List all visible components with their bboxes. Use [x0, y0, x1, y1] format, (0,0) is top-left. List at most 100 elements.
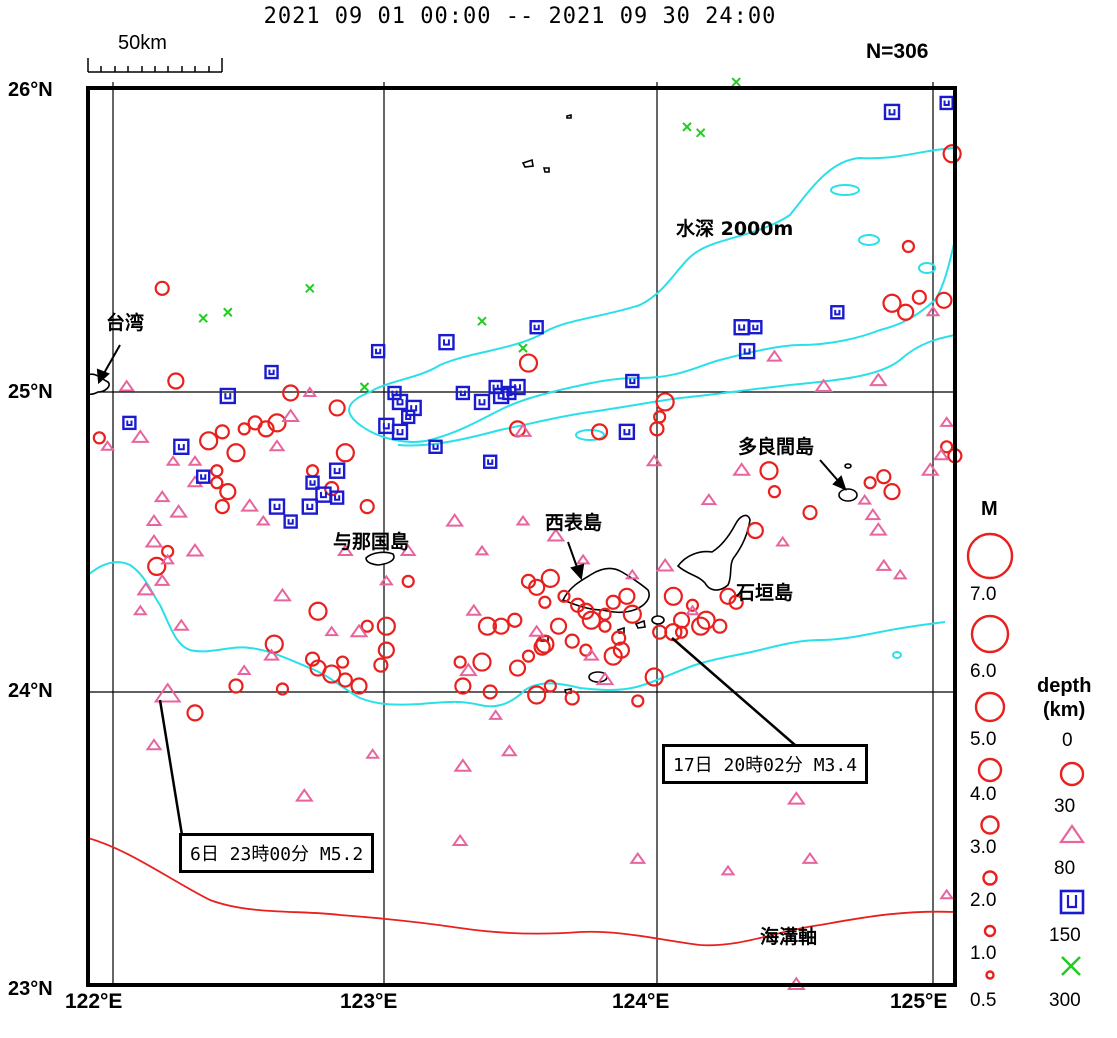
highlighted-event-6: [153, 682, 182, 703]
event-shallow: [226, 443, 246, 463]
lat-label-25: 25°N: [8, 381, 53, 403]
event-shallow: [672, 611, 691, 629]
event-mid: [273, 587, 292, 602]
event-shallow: [472, 652, 492, 672]
event-shallow: [228, 678, 244, 694]
event-deepest: [359, 382, 370, 392]
event-shallow: [618, 587, 636, 605]
event-shallow: [549, 617, 568, 635]
event-shallow: [897, 303, 915, 321]
event-deepest: [695, 128, 706, 138]
event-mid: [786, 791, 806, 805]
event-mid: [268, 439, 286, 452]
yonaguni-island: [365, 551, 395, 566]
legend-mag-symbol: [977, 757, 1003, 783]
lon-label-125: 125°E: [890, 990, 948, 1013]
event-mid: [336, 543, 354, 556]
event-shallow: [691, 616, 711, 636]
event-shallow: [759, 461, 779, 481]
event-mid: [294, 788, 314, 802]
legend-mag-6: 6.0: [970, 661, 997, 682]
legend-depth-symbol-deep: [1059, 889, 1085, 915]
event-deep: [387, 385, 402, 401]
event-shallow: [564, 690, 580, 706]
event-shallow: [482, 684, 498, 700]
event-mid: [595, 671, 615, 686]
event-deep: [438, 333, 455, 351]
event-shallow: [533, 638, 551, 656]
event-shallow: [590, 423, 609, 441]
event-shallow: [942, 144, 962, 164]
bathymetry-2000m-contour: [87, 147, 956, 708]
event-shallow: [521, 649, 536, 663]
event-shallow: [376, 616, 396, 636]
event-mid: [185, 542, 205, 557]
event-deepest: [518, 343, 528, 353]
event-shallow: [882, 293, 902, 313]
event-shallow: [611, 630, 627, 646]
event-deep: [488, 379, 503, 395]
event-shallow: [557, 589, 571, 603]
event-deep: [483, 454, 498, 469]
event-mid: [629, 851, 647, 864]
event-mid: [236, 664, 252, 676]
event-shallow: [935, 291, 953, 309]
legend-magnitude-title: M: [981, 498, 998, 520]
legend-depth-300: 300: [1049, 990, 1081, 1011]
place-label-tarama: 多良間島: [738, 436, 815, 458]
event-shallow: [154, 280, 170, 296]
trench-axis-label: 海溝軸: [760, 926, 818, 948]
event-mid: [255, 514, 271, 526]
event-mid: [932, 448, 950, 461]
legend-mag-symbol: [982, 870, 998, 886]
period-title: 2021 09 01 00:00 -- 2021 09 30 24:00: [263, 4, 777, 29]
event-mid: [474, 544, 490, 556]
event-shallow: [214, 424, 230, 440]
event-shallow: [214, 499, 230, 515]
event-shallow: [453, 655, 467, 669]
event-shallow: [652, 624, 668, 640]
event-mid: [857, 493, 873, 505]
legend-mag-4: 4.0: [970, 784, 997, 805]
lon-label-123: 123°E: [340, 990, 398, 1013]
event-shallow: [282, 384, 300, 402]
event-shallow: [328, 399, 346, 417]
event-mid: [165, 455, 181, 466]
event-mid: [685, 604, 700, 616]
event-deep: [195, 469, 211, 484]
event-deep: [219, 387, 237, 405]
lon-label-124: 124°E: [612, 990, 670, 1013]
event-mid: [458, 662, 478, 677]
event-deep: [748, 320, 763, 335]
event-mid: [240, 498, 260, 512]
event-mid: [624, 568, 640, 580]
event-deep: [733, 319, 750, 336]
event-shallow: [605, 594, 621, 610]
lon-label-122: 122°E: [65, 990, 123, 1013]
event-mid: [399, 543, 417, 556]
event-shallow: [696, 610, 716, 630]
event-mid: [465, 603, 483, 616]
earthquake-events: [92, 77, 963, 991]
map-frame: [86, 86, 957, 987]
event-shallow: [308, 601, 328, 621]
ishigaki-island: [676, 514, 751, 591]
event-shallow: [598, 619, 612, 633]
event-shallow: [540, 568, 560, 588]
event-mid: [582, 648, 600, 661]
event-shallow: [649, 421, 665, 437]
legend-mag-3: 3.0: [970, 837, 997, 858]
event-deepest: [305, 283, 315, 294]
event-deep: [401, 409, 416, 425]
event-mid: [864, 507, 882, 521]
event-deep: [122, 415, 137, 431]
event-mid: [925, 305, 941, 317]
event-mid: [875, 558, 893, 571]
event-mid: [324, 625, 340, 637]
legend-depth-title: depth: [1037, 675, 1092, 697]
event-deep: [738, 342, 756, 360]
tarama-island: [838, 488, 858, 502]
event-deep: [329, 490, 345, 505]
event-deep: [883, 103, 901, 121]
